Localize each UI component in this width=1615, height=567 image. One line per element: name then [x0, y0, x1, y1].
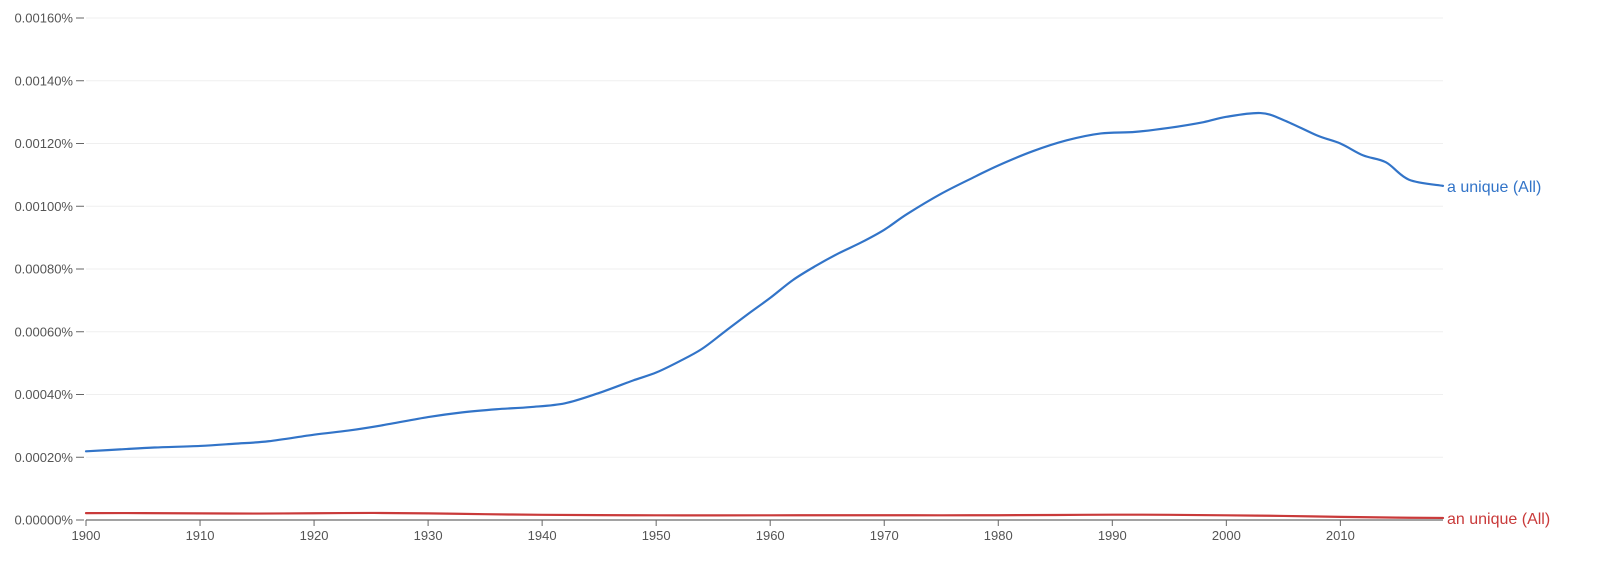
- series-label-layer: a unique (All) an unique (All): [1447, 179, 1550, 528]
- x-tick-label: 1970: [870, 528, 899, 543]
- x-tick-label: 1990: [1098, 528, 1127, 543]
- y-tick-label: 0.00100%: [14, 199, 73, 214]
- y-tick-label: 0.00160%: [14, 11, 73, 26]
- y-tick-label: 0.00040%: [14, 387, 73, 402]
- y-tick-label: 0.00000%: [14, 513, 73, 528]
- x-tick-label: 1950: [642, 528, 671, 543]
- y-tick-label: 0.00120%: [14, 136, 73, 151]
- grid-layer: [86, 17, 1443, 458]
- series-line-1[interactable]: [84, 511, 1445, 520]
- x-tick-label: 1910: [186, 528, 215, 543]
- x-tick-label: 2000: [1212, 528, 1241, 543]
- y-tick-label: 0.00080%: [14, 262, 73, 277]
- y-tick-label: 0.00060%: [14, 324, 73, 339]
- series-line-0[interactable]: [84, 111, 1445, 453]
- x-tick-label: 2010: [1326, 528, 1355, 543]
- x-tick-label: 1940: [528, 528, 557, 543]
- series-label-1: an unique (All): [1447, 511, 1550, 528]
- x-tick-label: 1960: [756, 528, 785, 543]
- x-tick-label: 1980: [984, 528, 1013, 543]
- axis-layer: 0.00000% 0.00020% 0.00040% 0.00060% 0.00080%…: [14, 11, 1443, 543]
- x-tick-label: 1900: [72, 528, 101, 543]
- x-tick-label: 1930: [414, 528, 443, 543]
- series-layer: [84, 111, 1445, 520]
- x-tick-label: 1920: [300, 528, 329, 543]
- y-tick-label: 0.00140%: [14, 73, 73, 88]
- series-label-0: a unique (All): [1447, 179, 1541, 196]
- y-tick-label: 0.00020%: [14, 450, 73, 465]
